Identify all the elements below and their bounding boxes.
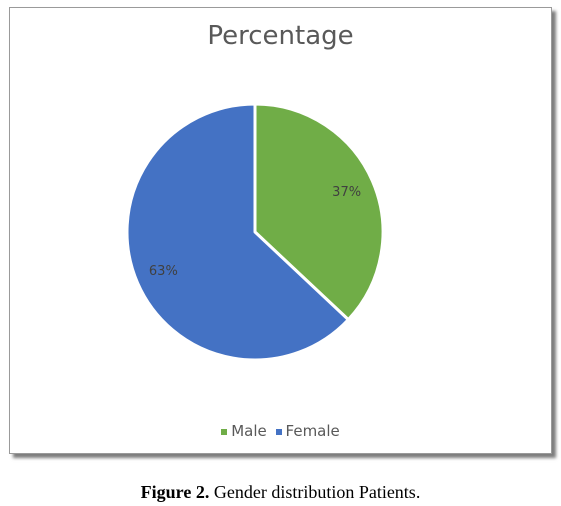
- caption-text: Gender distribution Patients.: [213, 482, 421, 502]
- pie-slice-female: [125, 102, 350, 362]
- chart-frame: Percentage 37% 63% Male Female: [9, 7, 552, 454]
- data-label-female: 63%: [149, 264, 178, 279]
- legend-item-male: Male: [221, 422, 267, 440]
- legend-swatch-male: [221, 429, 228, 435]
- pie-slice-male: [253, 102, 385, 322]
- legend-item-female: Female: [275, 422, 340, 440]
- pie-chart: 37% 63%: [125, 102, 385, 362]
- legend-label-male: Male: [231, 422, 267, 440]
- chart-title: Percentage: [207, 21, 354, 51]
- legend-label-female: Female: [285, 422, 340, 440]
- legend-swatch-female: [275, 429, 282, 435]
- data-label-male: 37%: [332, 185, 361, 200]
- figure-caption: Figure 2. Gender distribution Patients.: [0, 482, 561, 503]
- caption-label: Figure 2.: [140, 482, 210, 502]
- chart-legend: Male Female: [10, 422, 551, 440]
